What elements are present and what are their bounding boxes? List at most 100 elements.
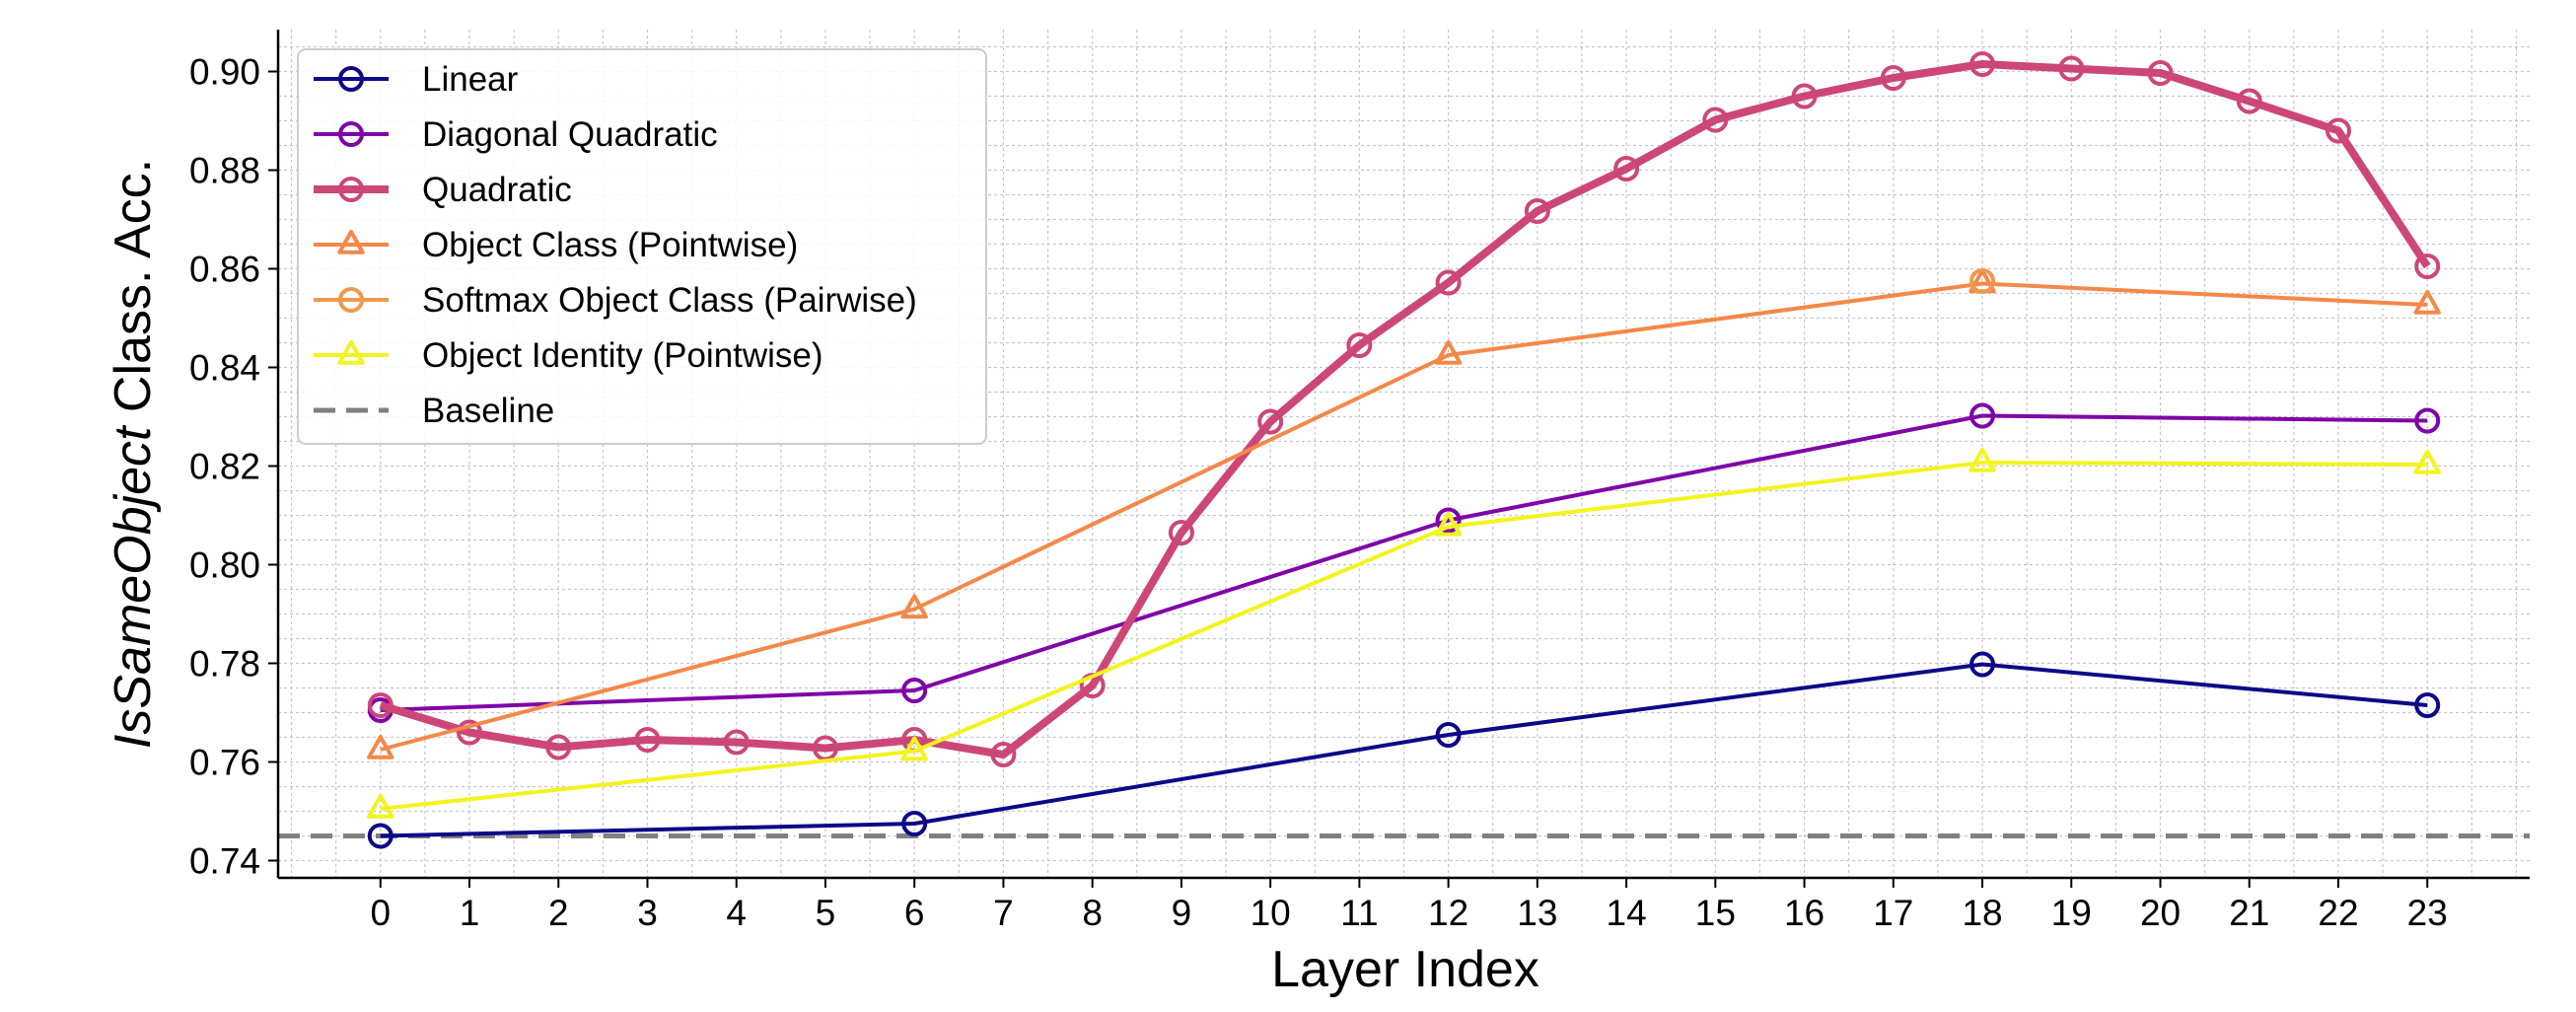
data-point xyxy=(1435,507,1462,534)
data-point xyxy=(1791,83,1818,109)
x-tick-label: 22 xyxy=(2318,893,2358,933)
data-point xyxy=(367,692,394,718)
grid xyxy=(278,30,2530,878)
x-tick-label: 23 xyxy=(2407,893,2448,933)
data-point xyxy=(2413,450,2441,474)
y-tick-label: 0.82 xyxy=(189,447,260,487)
data-point xyxy=(1257,408,1284,435)
data-point xyxy=(1435,269,1462,296)
series-object-identity-pointwise xyxy=(367,448,2441,819)
data-point xyxy=(1346,332,1373,358)
x-tick-label: 5 xyxy=(816,893,836,933)
legend-label: Object Identity (Pointwise) xyxy=(422,336,823,375)
x-tick-label: 12 xyxy=(1428,893,1468,933)
legend-label: Quadratic xyxy=(422,171,572,209)
legend-label: Linear xyxy=(422,60,519,99)
data-point xyxy=(1880,65,1906,91)
x-tick-label: 16 xyxy=(1784,893,1825,933)
x-tick-label: 9 xyxy=(1172,893,1192,933)
data-point xyxy=(1434,512,1463,537)
x-tick-label: 8 xyxy=(1082,893,1103,933)
data-point xyxy=(1435,722,1462,748)
legend-entry: Diagonal Quadratic xyxy=(314,115,718,154)
y-tick-label: 0.74 xyxy=(189,841,260,882)
legend-marker xyxy=(337,230,365,254)
data-point xyxy=(1969,402,1996,429)
legend-label: Object Class (Pointwise) xyxy=(422,226,798,264)
x-tick-label: 3 xyxy=(637,893,658,933)
data-point xyxy=(990,742,1017,767)
data-point xyxy=(1968,448,1996,472)
x-tick-label: 6 xyxy=(904,893,925,933)
y-axis-label-italic: IsSameObject xyxy=(105,424,162,749)
x-tick-label: 15 xyxy=(1695,893,1736,933)
series-line xyxy=(380,413,2428,712)
series-object-class-pointwise xyxy=(367,268,2441,759)
x-tick-label: 2 xyxy=(548,893,569,933)
x-tick-label: 19 xyxy=(2051,893,2092,933)
x-axis-label: Layer Index xyxy=(1271,941,1539,998)
y-axis-label-rest: Class. Acc. xyxy=(105,159,162,427)
legend-label: Diagonal Quadratic xyxy=(422,115,718,154)
series-layer xyxy=(367,51,2441,849)
x-tick-label: 14 xyxy=(1607,893,1647,933)
data-point xyxy=(634,727,661,753)
x-tick-label: 11 xyxy=(1340,893,1378,933)
data-point xyxy=(367,823,394,849)
series-line xyxy=(379,60,2431,759)
axes: 0 1 2 3 4 5 6 7 8 9 10 11 12 13 14 15 16 17 18 19 20 21 22 230.… xyxy=(189,30,2530,933)
data-point xyxy=(1702,107,1729,133)
data-point xyxy=(1969,51,1996,77)
x-tick-label: 10 xyxy=(1251,893,1291,933)
y-tick-label: 0.76 xyxy=(189,743,260,783)
legend-box xyxy=(297,48,987,445)
data-point xyxy=(457,719,483,746)
legend-marker xyxy=(337,340,365,365)
x-tick-label: 1 xyxy=(460,893,480,933)
data-point xyxy=(901,811,928,836)
data-point xyxy=(2325,117,2351,144)
x-tick-label: 0 xyxy=(370,893,391,933)
legend-label: Softmax Object Class (Pairwise) xyxy=(422,281,917,320)
legend-entry: Linear xyxy=(314,60,519,99)
data-point xyxy=(1168,520,1194,545)
y-tick-label: 0.84 xyxy=(189,348,260,389)
data-point xyxy=(1613,156,1640,181)
data-point xyxy=(900,736,928,761)
data-point xyxy=(901,678,928,703)
data-point xyxy=(1434,340,1463,365)
series-quadratic xyxy=(367,51,2441,767)
x-tick-label: 21 xyxy=(2229,893,2269,933)
legend-entry: Quadratic xyxy=(314,171,572,209)
y-tick-label: 0.80 xyxy=(189,545,260,586)
series-line xyxy=(380,662,2428,838)
data-point xyxy=(2414,407,2441,434)
series-softmax-object-class-pairwise xyxy=(1969,268,1996,294)
x-tick-label: 7 xyxy=(993,893,1014,933)
x-tick-label: 13 xyxy=(1517,893,1557,933)
data-point xyxy=(367,794,394,819)
series-linear xyxy=(367,651,2441,849)
data-point xyxy=(367,735,394,759)
legend: Linear Diagonal Quadratic Quadratic Object … xyxy=(297,48,987,445)
data-point xyxy=(1969,651,1996,678)
legend-entry: Object Identity (Pointwise) xyxy=(314,336,823,375)
legend-marker xyxy=(338,66,364,92)
data-point xyxy=(2414,253,2441,279)
data-point xyxy=(2413,290,2441,315)
legend-entry: Object Class (Pointwise) xyxy=(314,226,798,264)
data-point xyxy=(900,594,928,619)
data-point xyxy=(2414,692,2441,718)
legend-entry: Baseline xyxy=(314,392,554,430)
data-point xyxy=(2236,88,2262,114)
series-line xyxy=(380,461,2428,811)
legend-entry: Softmax Object Class (Pairwise) xyxy=(314,281,917,320)
legend-marker xyxy=(338,177,364,202)
legend-label: Baseline xyxy=(422,392,554,430)
data-point xyxy=(2147,60,2174,86)
x-tick-label: 18 xyxy=(1962,893,2002,933)
data-point xyxy=(723,729,750,756)
series-line xyxy=(380,281,2428,752)
data-point xyxy=(2058,55,2085,82)
